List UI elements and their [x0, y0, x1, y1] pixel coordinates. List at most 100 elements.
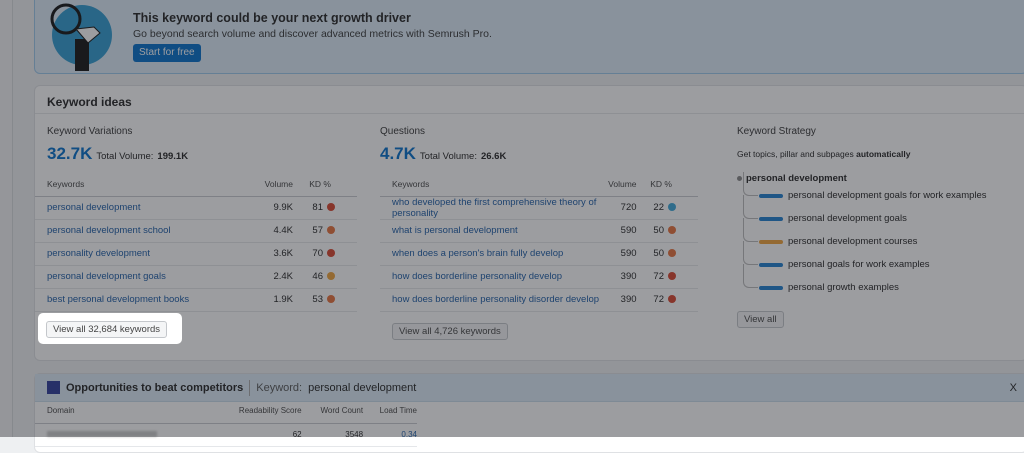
section-title: Keyword Variations	[47, 126, 133, 137]
dim-overlay	[0, 0, 1024, 437]
view-all-questions-button[interactable]: View all 4,726 keywords	[392, 322, 508, 340]
kd-value: 70	[312, 248, 323, 259]
strategy-bar-icon	[759, 193, 783, 198]
table-row: how does borderline personality disorder…	[380, 288, 698, 312]
banner-text: Go beyond search volume and discover adv…	[133, 28, 492, 40]
volume-value: 1.9K	[255, 288, 293, 312]
opportunities-title: Opportunities to beat competitors	[66, 381, 244, 394]
questions-table: Keywords Volume KD % who developed the firs…	[380, 179, 698, 312]
table-row: how does borderline personality develop 3…	[380, 265, 698, 289]
strategy-item-label: personal development goals	[788, 213, 907, 224]
total-volume-label: Total Volume:	[419, 151, 477, 162]
upsell-banner: This keyword could be your next growth d…	[34, 0, 1024, 74]
keyword-variations-section: Keyword Variations 32.7K Total Volume: 199…	[35, 126, 369, 312]
volume-value: 720	[600, 196, 637, 220]
keyword-link[interactable]: personal development	[47, 202, 141, 213]
col-keywords: Keywords	[35, 179, 255, 197]
view-all-variations-button[interactable]: View all 32,684 keywords	[46, 321, 168, 338]
strategy-item-label: personal development courses	[788, 236, 918, 247]
kd-dot-icon	[668, 295, 676, 303]
strategy-bar-icon	[759, 239, 783, 244]
kd-dot-icon	[668, 203, 676, 211]
col-words: Word Count	[301, 406, 364, 424]
volume-value: 3.6K	[255, 242, 293, 266]
col-keywords: Keywords	[380, 179, 600, 197]
kd-dot-icon	[327, 249, 335, 257]
total-volume: 199.1K	[157, 151, 189, 162]
table-row: what is personal development 590 50	[380, 219, 698, 243]
questions-section: Questions 4.7K Total Volume: 26.6K Keyword…	[380, 126, 698, 340]
table-row: who developed the first comprehensive th…	[380, 196, 698, 220]
strategy-item-label: personal development goals for work exam…	[788, 190, 987, 201]
table-row: personal development 9.9K 81	[35, 196, 357, 220]
keyword-link[interactable]: how does borderline personality develop	[392, 271, 563, 282]
volume-value: 390	[600, 288, 637, 312]
keyword-link[interactable]: how does borderline personality disorder…	[392, 294, 600, 305]
kd-dot-icon	[327, 226, 335, 234]
kd-value: 53	[312, 294, 323, 305]
keyword-link[interactable]: when does a person's brain fully develop	[392, 248, 564, 259]
strategy-item[interactable]: personal development goals for work exam…	[737, 172, 1024, 207]
strategy-bar-icon	[759, 285, 783, 290]
keyword-link[interactable]: what is personal development	[392, 225, 518, 236]
kd-dot-icon	[327, 272, 335, 280]
col-load: Load Time	[363, 406, 417, 424]
strategy-subtitle: Get topics, pillar and subpages	[737, 149, 854, 159]
table-row: when does a person's brain fully develop…	[380, 242, 698, 266]
close-button[interactable]: X	[1009, 381, 1017, 394]
table-row: personality development 3.6K 70	[35, 242, 357, 266]
strategy-item[interactable]: personal development goals	[737, 195, 1024, 230]
kd-value: 22	[653, 202, 664, 213]
root-node-icon	[737, 176, 742, 181]
keyword-value: personal development	[308, 381, 417, 394]
col-readability: Readability Score	[211, 406, 302, 424]
strategy-root: personal development	[746, 173, 847, 184]
strategy-item[interactable]: personal goals for work examples	[737, 241, 1024, 276]
col-kd: KD %	[636, 179, 698, 197]
kd-dot-icon	[327, 295, 335, 303]
highlight-spotlight: View all 32,684 keywords	[38, 313, 182, 344]
keyword-link[interactable]: who developed the first comprehensive th…	[392, 196, 597, 219]
magnifier-hand-illustration	[50, 3, 112, 71]
keyword-link[interactable]: personal development goals	[47, 271, 166, 282]
table-row: best personal development books 1.9K 53	[35, 288, 357, 312]
view-all-strategy-button[interactable]: View all	[737, 311, 784, 328]
strategy-bar-icon	[759, 262, 783, 267]
kd-value: 57	[312, 225, 323, 236]
keyword-strategy-section: Keyword Strategy Get topics, pillar and …	[737, 126, 1024, 328]
strategy-subtitle-bold: automatically	[856, 149, 911, 159]
volume-value: 590	[600, 219, 637, 243]
variations-count: 32.7K	[47, 144, 93, 163]
opportunities-table: Domain Readability Score Word Count Load Ti…	[35, 406, 417, 447]
volume-value: 9.9K	[255, 196, 293, 220]
strategy-item[interactable]: personal development courses	[737, 218, 1024, 253]
kd-dot-icon	[668, 272, 676, 280]
keyword-link[interactable]: personal development school	[47, 225, 171, 236]
kd-value: 81	[312, 202, 323, 213]
keyword-label: Keyword:	[256, 381, 303, 394]
keyword-link[interactable]: personality development	[47, 248, 150, 259]
table-row: personal development goals 2.4K 46	[35, 265, 357, 289]
banner-title: This keyword could be your next growth d…	[133, 11, 411, 25]
keyword-ideas-title: Keyword ideas	[35, 86, 1024, 114]
volume-value: 4.4K	[255, 219, 293, 243]
blurred-domain[interactable]	[47, 431, 157, 437]
start-for-free-button[interactable]: Start for free	[133, 44, 201, 62]
kd-value: 50	[653, 248, 664, 259]
variations-table: Keywords Volume KD % personal development 9.…	[35, 179, 357, 312]
col-volume: Volume	[600, 179, 637, 197]
strategy-item[interactable]: personal growth examples	[737, 264, 1024, 299]
left-sidebar	[0, 0, 13, 437]
volume-value: 590	[600, 242, 637, 266]
kd-value: 72	[653, 271, 664, 282]
col-volume: Volume	[255, 179, 293, 197]
total-volume: 26.6K	[480, 151, 507, 162]
kd-dot-icon	[668, 249, 676, 257]
section-title: Questions	[380, 126, 426, 137]
kd-value: 72	[653, 294, 664, 305]
opportunities-logo-icon	[47, 381, 60, 394]
keyword-link[interactable]: best personal development books	[47, 294, 190, 305]
strategy-item-label: personal goals for work examples	[788, 259, 930, 270]
total-volume-label: Total Volume:	[96, 151, 154, 162]
keyword-ideas-card: Keyword ideas Keyword Variations 32.7K To…	[34, 85, 1024, 361]
